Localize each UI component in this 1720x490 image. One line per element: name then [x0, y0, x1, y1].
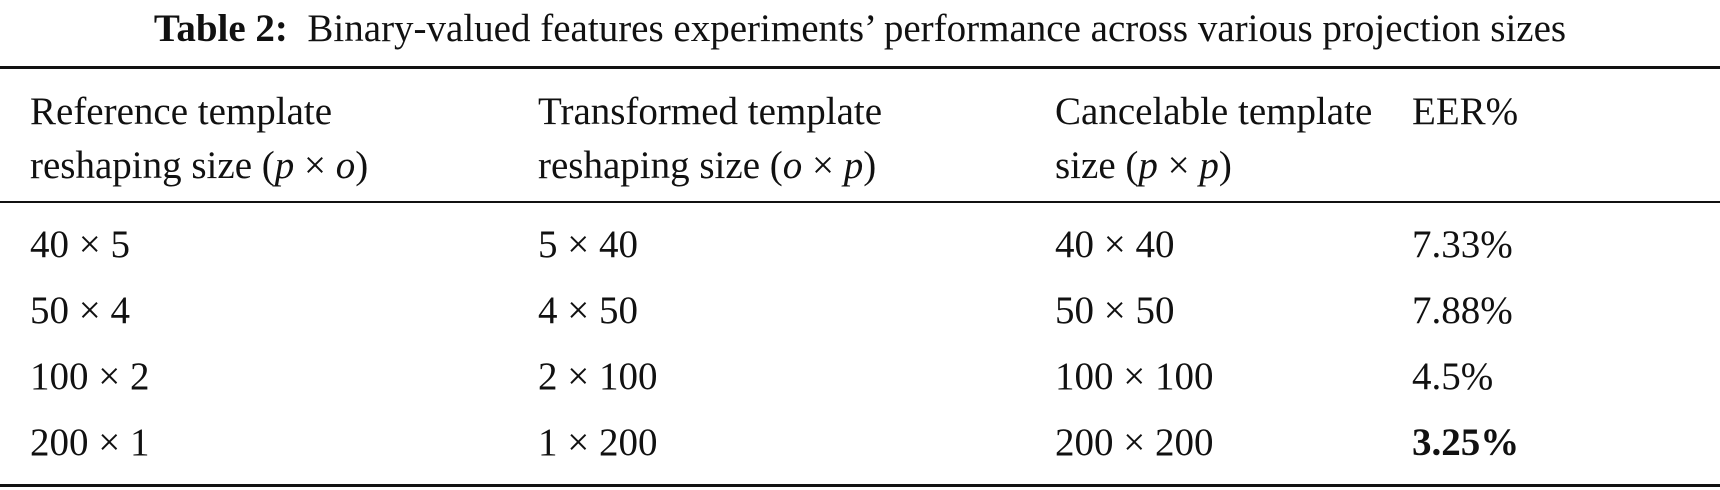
- cell-eer: 7.33%: [1412, 223, 1513, 266]
- cell-reference: 50 × 4: [30, 289, 130, 332]
- header-cancelable: Cancelable template size (p × p): [1055, 85, 1372, 193]
- cell-cancelable: 40 × 40: [1055, 223, 1175, 266]
- cell-transformed: 1 × 200: [538, 421, 658, 464]
- cell-eer-best: 3.25%: [1412, 421, 1520, 464]
- cell-reference: 200 × 1: [30, 421, 150, 464]
- table-row: 100 × 2 2 × 100 100 × 100 4.5%: [0, 344, 1720, 410]
- table-row: 40 × 5 5 × 40 40 × 40 7.33%: [0, 212, 1720, 278]
- header-rule: [0, 201, 1720, 203]
- cell-transformed: 2 × 100: [538, 355, 658, 398]
- top-rule: [0, 66, 1720, 69]
- header-transformed-line1: Transformed template: [538, 90, 883, 133]
- header-eer-line1: EER%: [1412, 90, 1519, 133]
- header-reference: Reference template reshaping size (p × o…: [30, 85, 368, 193]
- table-row: 50 × 4 4 × 50 50 × 50 7.88%: [0, 278, 1720, 344]
- cell-transformed: 5 × 40: [538, 223, 638, 266]
- table-row: 200 × 1 1 × 200 200 × 200 3.25%: [0, 410, 1720, 476]
- header-cancelable-line1: Cancelable template: [1055, 90, 1373, 133]
- cell-eer: 4.5%: [1412, 355, 1494, 398]
- cell-eer: 7.88%: [1412, 289, 1513, 332]
- header-reference-line2: reshaping size (p × o): [30, 144, 369, 187]
- header-transformed: Transformed template reshaping size (o ×…: [538, 85, 882, 193]
- cell-cancelable: 200 × 200: [1055, 421, 1214, 464]
- cell-cancelable: 50 × 50: [1055, 289, 1175, 332]
- cell-reference: 40 × 5: [30, 223, 130, 266]
- header-transformed-line2: reshaping size (o × p): [538, 144, 877, 187]
- bottom-rule: [0, 484, 1720, 487]
- cell-reference: 100 × 2: [30, 355, 150, 398]
- header-eer: EER%: [1412, 85, 1518, 139]
- caption-text: Binary-valued features experiments’ perf…: [307, 7, 1567, 50]
- table-caption: Table 2: Binary-valued features experime…: [0, 6, 1720, 52]
- caption-label: Table 2:: [153, 7, 288, 50]
- header-reference-line1: Reference template: [30, 90, 333, 133]
- cell-transformed: 4 × 50: [538, 289, 638, 332]
- cell-cancelable: 100 × 100: [1055, 355, 1214, 398]
- header-cancelable-line2: size (p × p): [1055, 144, 1232, 187]
